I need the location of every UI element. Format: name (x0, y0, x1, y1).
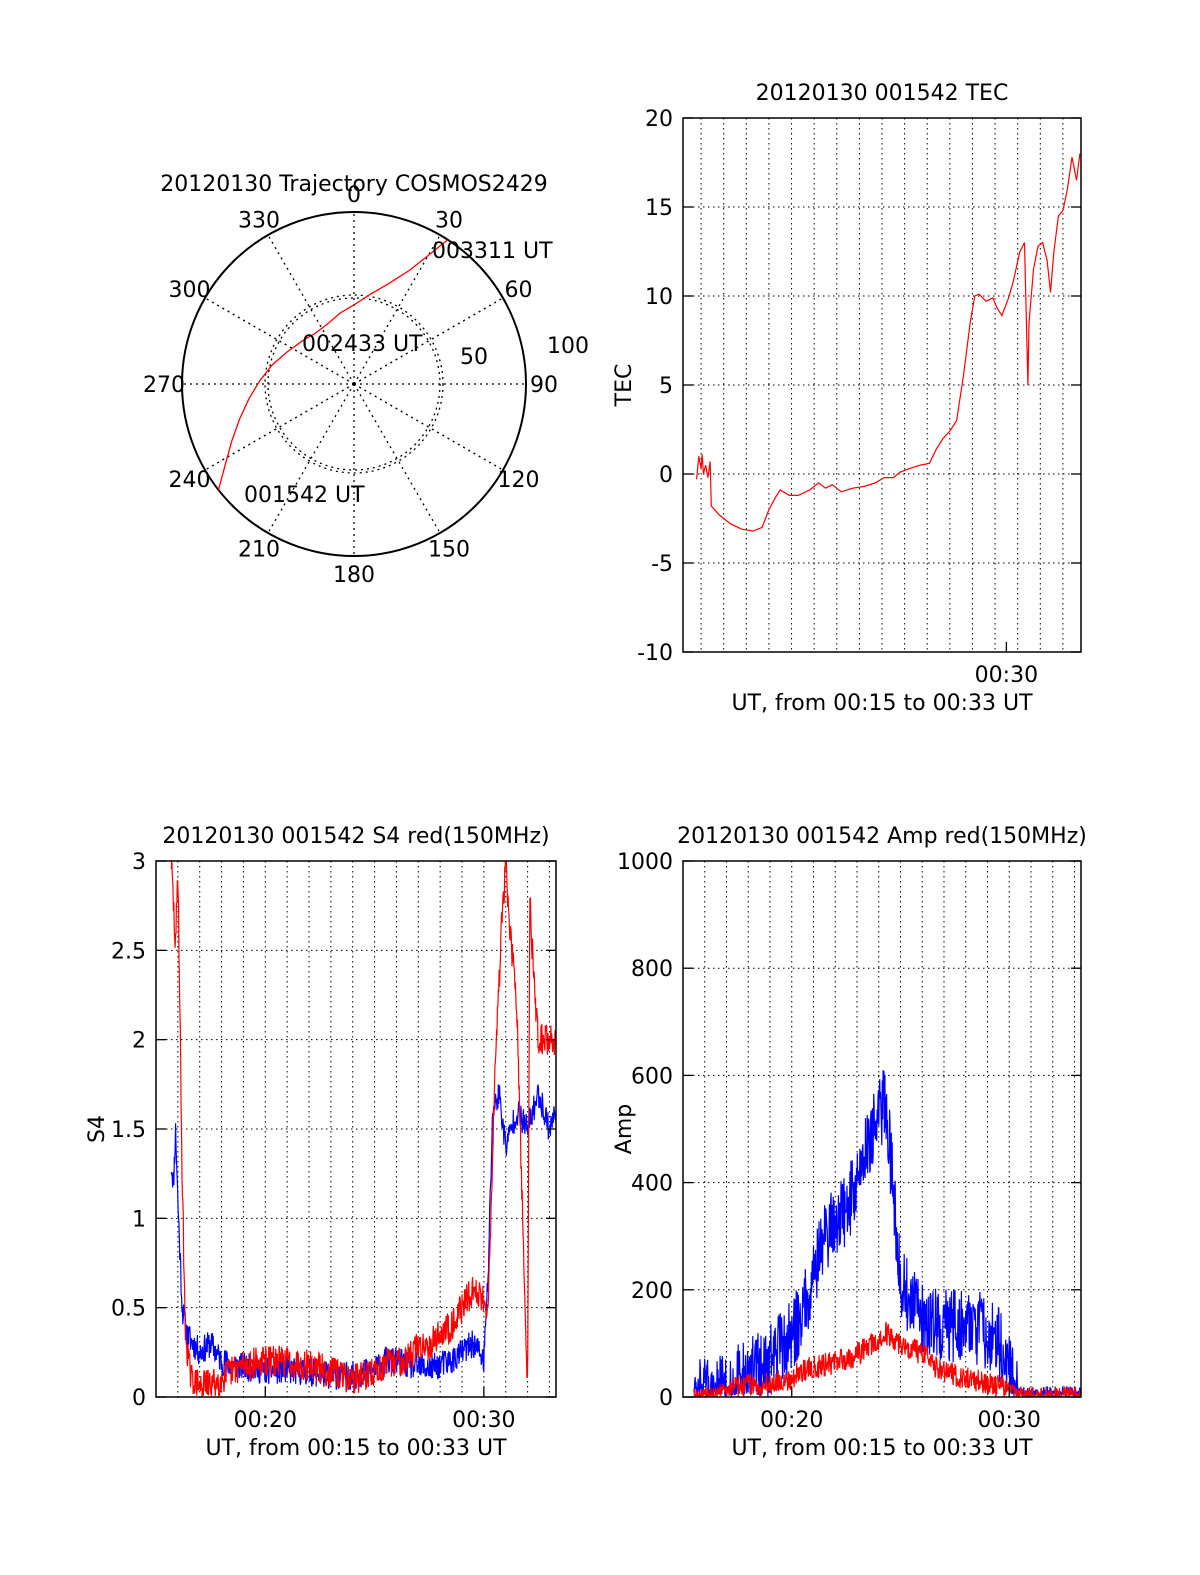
y-tick-label: 10 (645, 285, 673, 310)
polar-radial-label: 50 (460, 345, 488, 370)
y-tick-label: 200 (631, 1279, 673, 1304)
trajectory-mid-label: 002433 UT (302, 332, 423, 357)
polar-spoke (353, 383, 441, 534)
polar-angle-label: 120 (498, 468, 540, 493)
tec-panel: 20120130 001542 TEC 20 15 10 5 0 -5 -10 00:30 UT,… (612, 81, 1082, 716)
polar-angle-label: 180 (333, 563, 375, 588)
x-axis-label: UT, from 00:15 to 00:33 UT (731, 691, 1033, 716)
y-tick-label: 0 (659, 1386, 673, 1411)
polar-angle-label: 300 (168, 278, 210, 303)
series-line (696, 153, 1081, 532)
y-tick-label: 15 (645, 196, 673, 221)
x-tick-label: 00:30 (975, 663, 1038, 688)
polar-trajectory-line (217, 239, 449, 491)
y-tick-label: 800 (631, 957, 673, 982)
series-line (170, 1084, 556, 1390)
y-tick-label: 20 (645, 107, 673, 132)
y-tick-label: 1000 (617, 850, 673, 875)
trajectory-end-label: 003311 UT (432, 239, 553, 264)
x-axis-label: UT, from 00:15 to 00:33 UT (731, 1436, 1033, 1461)
polar-outer-circle (181, 211, 527, 557)
s4-panel: 20120130 001542 S4 red(150MHz) 3 2.5 2 1.5 1 0… (85, 824, 557, 1461)
polar-angle-label: 60 (505, 278, 533, 303)
y-axis-label: Amp (612, 1104, 637, 1154)
x-tick-label: 00:30 (978, 1408, 1041, 1433)
y-tick-label: 0 (659, 463, 673, 488)
chart-title: 20120130 Trajectory COSMOS2429 (160, 172, 547, 197)
y-tick-label: 3 (132, 850, 146, 875)
y-tick-label: 1.5 (111, 1118, 146, 1143)
amp-panel: 20120130 001542 Amp red(150MHz)1000 800 60… (612, 824, 1087, 1461)
polar-angle-label: 150 (428, 538, 470, 563)
chart-title: 20120130 001542 Amp red(150MHz) (677, 824, 1087, 849)
polar-angle-label: 270 (143, 373, 185, 398)
y-tick-label: 0 (132, 1386, 146, 1411)
polar-ring (264, 294, 444, 474)
polar-angle-label: 0 (347, 183, 361, 208)
y-tick-label: -5 (651, 552, 673, 577)
y-tick-label: -10 (637, 641, 673, 666)
polar-spoke (353, 297, 504, 385)
y-tick-label: 400 (631, 1172, 673, 1197)
y-tick-label: 600 (631, 1064, 673, 1089)
y-axis-label: TEC (612, 364, 637, 408)
polar-spoke (267, 234, 355, 385)
x-axis-label: UT, from 00:15 to 00:33 UT (205, 1436, 507, 1461)
series-line (170, 861, 556, 1397)
series-line (693, 1070, 1081, 1397)
polar-spoke (267, 383, 355, 534)
y-axis-label: S4 (85, 1115, 110, 1143)
x-tick-label: 00:30 (452, 1408, 515, 1433)
y-tick-label: 1 (132, 1207, 146, 1232)
polar-spoke (204, 297, 355, 385)
plot-frame (682, 860, 1082, 1398)
polar-angle-label: 210 (238, 538, 280, 563)
y-tick-label: 0.5 (111, 1297, 146, 1322)
chart-title: 20120130 001542 TEC (756, 81, 1009, 106)
polar-angle-label: 240 (168, 468, 210, 493)
x-tick-label: 00:20 (760, 1408, 823, 1433)
polar-angle-label: 330 (238, 208, 280, 233)
y-tick-label: 2 (132, 1029, 146, 1054)
polar-spoke (353, 234, 441, 385)
y-tick-label: 2.5 (111, 939, 146, 964)
x-tick-label: 00:20 (234, 1408, 297, 1433)
polar-spoke (353, 383, 504, 471)
polar-radial-label: 100 (547, 334, 589, 359)
series-line (693, 1321, 1081, 1397)
y-tick-label: 5 (659, 374, 673, 399)
polar-angle-label: 30 (435, 208, 463, 233)
polar-spoke (204, 383, 355, 471)
chart-title: 20120130 001542 S4 red(150MHz) (162, 824, 549, 849)
polar-angle-label: 90 (530, 373, 558, 398)
trajectory-start-label: 001542 UT (244, 483, 365, 508)
